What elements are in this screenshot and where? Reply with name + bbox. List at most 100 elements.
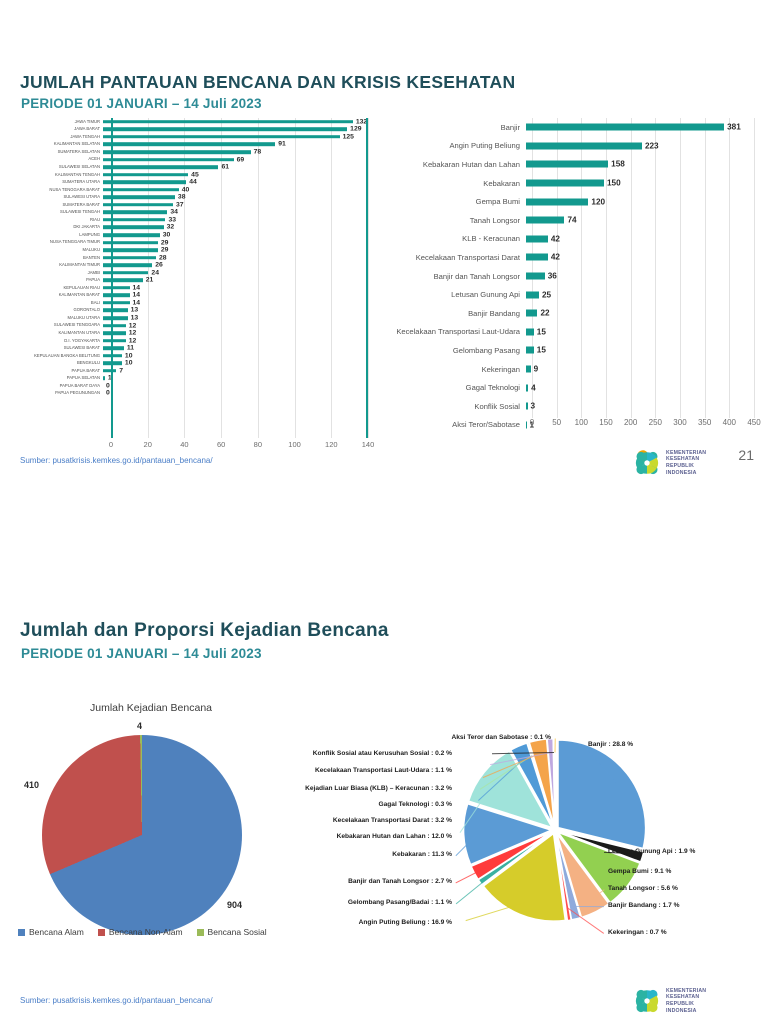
bar-category-label: ACEH	[88, 157, 100, 162]
bar-category-label: KALIMANTAN BARAT	[58, 293, 100, 298]
bar-value-label: 26	[155, 261, 163, 269]
bar-value-label: 10	[124, 359, 133, 367]
bar-category-label: Banjir dan Tanah Longsor	[433, 271, 520, 281]
bar-category-label: Kekeringan	[481, 364, 520, 374]
bar-row: Kecelakaan Transportasi Darat 42	[368, 248, 760, 267]
source-note-2[interactable]: Sumber: pusatkrisis.kemkes.go.id/pantaua…	[20, 996, 213, 1005]
bar-row: NUSA TENGGARA TIMUR 29	[8, 239, 368, 247]
bar-fill	[103, 301, 130, 305]
bar-fill	[103, 165, 219, 169]
bar-value-label: 45	[191, 171, 199, 179]
bar-fill	[526, 421, 527, 429]
bar-fill	[526, 365, 531, 373]
bar-row: KLB - Keracunan 42	[368, 230, 760, 249]
bar-fill	[526, 328, 534, 336]
chart-jenis-bencana-gridlines	[532, 118, 755, 418]
page-subtitle-2: PERIODE 01 JANUARI – 14 Juli 2023	[21, 646, 262, 661]
bar-row: Kebakaran Hutan dan Lahan 158	[368, 155, 760, 174]
pie-slice-annotation: Kebakaran : 11.3 %	[392, 851, 452, 858]
bar-row: MALUKU 29	[8, 246, 368, 254]
bar-track: 30	[103, 231, 368, 239]
kemenkes-logo-text-2: KEMENTERIAN KESEHATAN REPUBLIK INDONESIA	[666, 987, 707, 1014]
bar-fill	[103, 346, 124, 350]
axis-tick-label: 100	[574, 418, 589, 427]
bar-value-label: 29	[160, 246, 169, 254]
bar-category-label: KALIMANTAN SELATAN	[53, 142, 100, 147]
legend-item[interactable]: Bencana Sosial	[196, 927, 267, 937]
bar-row: SUMATERA BARAT 37	[8, 201, 368, 209]
axis-tick-label: 0	[108, 440, 114, 449]
bar-track: 38	[103, 193, 368, 201]
bar-fill	[103, 119, 353, 124]
bar-value-label: 42	[550, 252, 560, 262]
bar-fill	[526, 142, 642, 150]
bar-value-label: 0	[106, 382, 110, 390]
bar-row: Banjir Bandang 22	[368, 304, 760, 323]
legend-item[interactable]: Bencana Alam	[18, 927, 84, 937]
bar-fill	[526, 216, 565, 224]
bar-value-label: 120	[591, 197, 606, 207]
bar-category-label: MALUKU	[82, 247, 100, 252]
bar-value-label: 14	[132, 291, 141, 299]
bar-track: 11	[103, 344, 368, 352]
bar-track: 91	[103, 141, 368, 149]
bar-value-label: 13	[130, 314, 139, 322]
bar-track: 29	[103, 239, 368, 247]
bar-track: 1	[526, 416, 760, 435]
bar-fill	[103, 286, 130, 290]
bar-fill	[103, 369, 117, 373]
bar-track: 3	[526, 397, 760, 416]
bar-fill	[103, 135, 340, 139]
bar-row: KALIMANTAN BARAT 14	[8, 292, 368, 300]
kemenkes-logo-1: KEMENTERIAN KESEHATAN REPUBLIK INDONESIA	[632, 448, 706, 478]
pie-slice-annotation: Letusan Gunung Api : 1.9 %	[608, 848, 696, 855]
chart-jenis-bencana-xaxis: 0 50 100 150 200 250 300 350 400 450	[530, 418, 761, 434]
bar-track: 26	[103, 261, 368, 269]
pie-slice-annotation: Angin Puting Beliung : 16.9 %	[358, 919, 452, 926]
bar-category-label: Kebakaran Hutan dan Lahan	[422, 159, 520, 169]
bar-fill	[103, 142, 276, 147]
gridline	[729, 118, 731, 418]
bar-value-label: 38	[177, 193, 186, 201]
chart-jenis-bencana: Banjir 381 Angin Puting Beliung 223 Kebakara…	[368, 118, 761, 429]
bar-value-label: 32	[166, 223, 175, 231]
bar-category-label: NUSA TENGGARA BARAT	[49, 187, 100, 192]
bar-value-label: 36	[547, 271, 557, 281]
legend-item[interactable]: Bencana Non-Alam	[97, 927, 183, 937]
bar-category-label: PAPUA	[86, 278, 100, 283]
bar-value-label: 3	[530, 401, 536, 411]
pie-slice-annotation: Kecelakaan Transportasi Laut-Udara : 1.1…	[314, 767, 452, 774]
pie-slice-annotation: Gelombang Pasang/Badai : 1.1 %	[347, 899, 452, 906]
bar-value-label: 91	[278, 140, 286, 148]
gridline	[294, 118, 296, 438]
bar-category-label: SUMATERA UTARA	[62, 180, 100, 185]
bar-track: 33	[103, 216, 368, 224]
bar-track: 7	[103, 367, 368, 375]
bar-track: 1	[103, 375, 368, 383]
bar-category-label: Aksi Teror/Sabotase	[452, 420, 520, 430]
bar-track: 10	[103, 352, 368, 360]
bar-row: KALIMANTAN UTARA 12	[8, 329, 368, 337]
bar-row: DKI JAKARTA 32	[8, 224, 368, 232]
legend-label: Bencana Sosial	[207, 927, 267, 937]
pie-slice-annotation: Kebakaran Hutan dan Lahan : 12.0 %	[336, 833, 452, 840]
bar-fill	[103, 240, 158, 245]
bar-row: SULAWESI TENGAH 34	[8, 209, 368, 217]
source-note-1[interactable]: Sumber: pusatkrisis.kemkes.go.id/pantaua…	[20, 456, 213, 465]
bar-track: 32	[103, 224, 368, 232]
bar-category-label: KALIMANTAN TENGAH	[55, 172, 100, 177]
bar-value-label: 44	[189, 178, 197, 186]
chart-jenis-bencana-rows: Banjir 381 Angin Puting Beliung 223 Kebakara…	[368, 118, 760, 434]
bar-fill	[103, 195, 175, 200]
bar-value-label: 69	[236, 156, 245, 163]
gridline	[221, 118, 223, 438]
bar-category-label: SUMATERA SELATAN	[57, 149, 100, 154]
bar-fill	[103, 202, 174, 207]
bar-category-label: BENGKULU	[76, 361, 100, 366]
bar-row: Angin Puting Beliung 223	[368, 137, 760, 156]
bar-track: 120	[526, 192, 760, 211]
bar-fill	[526, 309, 538, 317]
bar-value-label: 15	[536, 345, 546, 355]
bar-value-label: 4	[531, 383, 536, 393]
bar-fill	[103, 157, 234, 162]
